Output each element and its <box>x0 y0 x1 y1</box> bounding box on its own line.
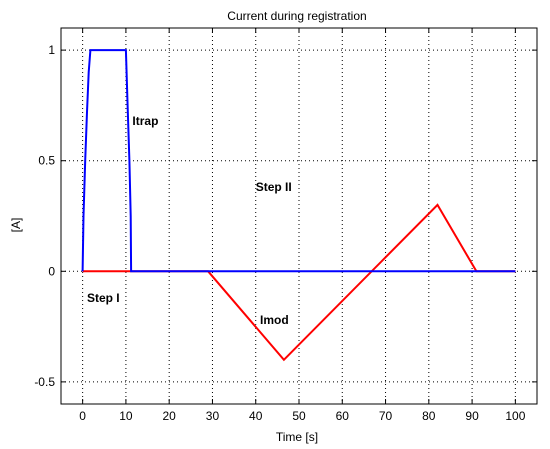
y-tick-label: 1 <box>48 43 55 57</box>
annotations: Itrap Step II Step I Imod <box>87 114 292 327</box>
annotation-label: Step II <box>256 180 292 194</box>
x-tick-label: 100 <box>505 409 525 423</box>
series-lines <box>81 49 516 362</box>
axis-ticks: 0 10 20 30 40 50 60 70 80 90 100 -0.5 0 0.5 1 <box>34 28 537 423</box>
annotation-label: Step I <box>87 291 120 305</box>
x-tick-label: 70 <box>379 409 393 423</box>
y-tick-label: -0.5 <box>34 375 55 389</box>
series-line-2 <box>81 49 516 273</box>
x-tick-label: 80 <box>422 409 436 423</box>
x-tick-label: 20 <box>163 409 177 423</box>
y-tick-label: 0.5 <box>38 154 55 168</box>
annotation-label: Imod <box>260 313 289 327</box>
x-tick-label: 90 <box>465 409 479 423</box>
x-tick-label: 30 <box>206 409 220 423</box>
x-tick-label: 10 <box>119 409 133 423</box>
x-tick-label: 40 <box>249 409 263 423</box>
x-axis-label: Time [s] <box>276 430 318 444</box>
x-tick-label: 60 <box>336 409 350 423</box>
annotation-label: Itrap <box>132 114 158 128</box>
chart-title: Current during registration <box>227 9 366 23</box>
grid <box>61 28 537 404</box>
x-tick-label: 50 <box>292 409 306 423</box>
x-tick-label: 0 <box>79 409 86 423</box>
y-tick-label: 0 <box>48 264 55 278</box>
y-axis-label: [A] <box>9 218 23 233</box>
